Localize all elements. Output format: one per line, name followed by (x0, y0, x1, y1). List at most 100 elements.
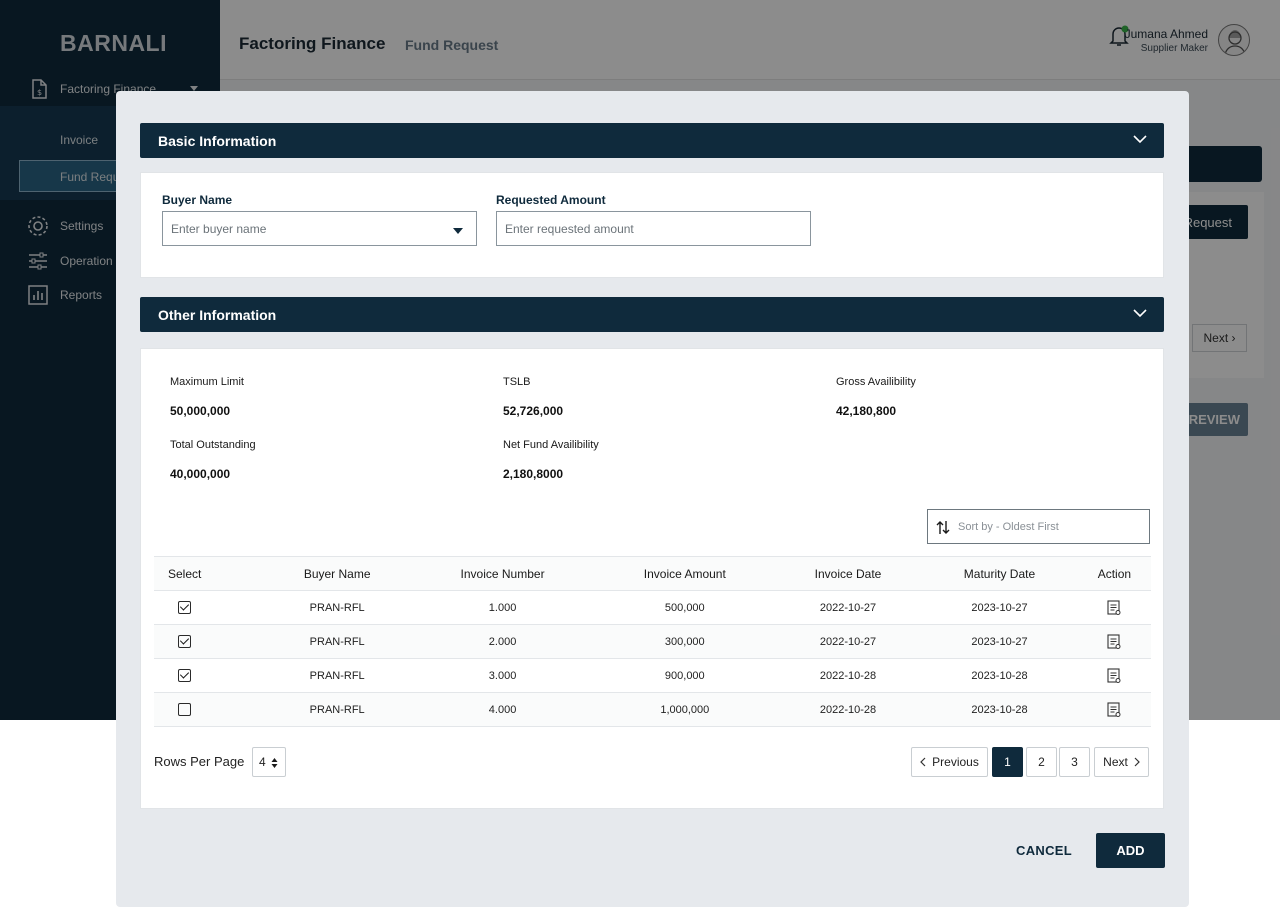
next-label: Next (1203, 331, 1229, 345)
chevron-down-icon (190, 86, 198, 91)
requested-amount-input[interactable]: Enter requested amount (496, 211, 811, 246)
tslb-label: TSLB (503, 376, 531, 388)
background-next-button[interactable]: Next › (1192, 324, 1247, 352)
buyer-name-select[interactable]: Enter buyer name (162, 211, 477, 246)
other-information-header[interactable]: Other Information (140, 297, 1164, 332)
sidebar-item-reports[interactable]: Reports (26, 283, 102, 307)
fund-request-modal: Basic Information Buyer Name Enter buyer… (116, 91, 1189, 907)
column-header-invoice-number: Invoice Number (410, 556, 595, 591)
row-checkbox[interactable] (178, 635, 191, 648)
row-checkbox[interactable] (178, 601, 191, 614)
rows-per-page-value: 4 (259, 755, 266, 769)
table-row: PRAN-RFL 1.000 500,000 2022-10-27 2023-1… (154, 590, 1151, 625)
buyer-name-label: Buyer Name (162, 193, 233, 207)
basic-information-header[interactable]: Basic Information (140, 123, 1164, 158)
rows-per-page-label: Rows Per Page (154, 754, 245, 769)
requested-amount-placeholder: Enter requested amount (505, 221, 634, 236)
bell-icon[interactable] (1108, 24, 1130, 48)
user-avatar-icon (1224, 30, 1246, 55)
buyer-cell: PRAN-RFL (264, 590, 411, 625)
view-document-icon[interactable] (1107, 667, 1121, 684)
background-header-bar (1188, 146, 1262, 182)
maturity-date-cell: 2023-10-28 (921, 658, 1078, 693)
sidebar-item-settings[interactable]: Settings (26, 214, 103, 238)
column-header-maturity-date: Maturity Date (921, 556, 1078, 591)
gear-icon (28, 216, 48, 236)
column-header-invoice-amount: Invoice Amount (594, 556, 775, 591)
buyer-cell: PRAN-RFL (264, 624, 411, 659)
chart-icon (28, 285, 48, 305)
pagination-page-3[interactable]: 3 (1059, 747, 1090, 777)
buyer-name-placeholder: Enter buyer name (171, 221, 267, 236)
pagination-page-1[interactable]: 1 (992, 747, 1023, 777)
total-outstanding-value: 40,000,000 (170, 467, 231, 481)
invoice-date-cell: 2022-10-27 (774, 590, 922, 625)
user-name: Jumana Ahmed (1124, 27, 1208, 41)
gross-availability-value: 42,180,800 (836, 404, 897, 418)
sidebar-item-invoice[interactable]: Invoice (60, 133, 99, 147)
top-bar: Factoring Finance Fund Request Jumana Ah… (220, 0, 1280, 80)
sort-select[interactable]: Sort by - Oldest First (927, 509, 1150, 544)
invoice-number-cell: 1.000 (410, 590, 595, 625)
invoice-date-cell: 2022-10-27 (774, 624, 922, 659)
up-down-arrow-icon (271, 758, 278, 768)
column-header-action: Action (1077, 556, 1151, 591)
view-document-icon[interactable] (1107, 633, 1121, 650)
page-title: Factoring Finance (239, 34, 386, 53)
sort-placeholder: Sort by - Oldest First (958, 520, 1059, 533)
maximum-limit-value: 50,000,000 (170, 404, 231, 418)
total-outstanding-label: Total Outstanding (170, 439, 256, 451)
invoice-amount-cell: 1,000,000 (594, 692, 775, 727)
net-fund-availability-value: 2,180,8000 (503, 467, 564, 481)
document-dollar-icon: $ (32, 79, 47, 99)
previous-label: Previous (932, 755, 979, 769)
table-row: PRAN-RFL 4.000 1,000,000 2022-10-28 2023… (154, 692, 1151, 727)
cancel-button[interactable]: CANCEL (1016, 843, 1072, 858)
table-row: PRAN-RFL 2.000 300,000 2022-10-27 2023-1… (154, 624, 1151, 659)
column-header-select: Select (154, 556, 264, 591)
chevron-down-icon (1133, 135, 1147, 144)
add-button[interactable]: ADD (1096, 833, 1165, 868)
page-subtitle: Fund Request (405, 37, 499, 53)
invoice-number-cell: 3.000 (410, 658, 595, 693)
sliders-icon (29, 252, 47, 270)
sidebar-item-label: Settings (60, 219, 104, 233)
invoice-number-cell: 4.000 (410, 692, 595, 727)
dropdown-arrow-icon (453, 228, 463, 234)
maturity-date-cell: 2023-10-28 (921, 692, 1078, 727)
chevron-right-icon (1134, 757, 1140, 767)
invoice-date-cell: 2022-10-28 (774, 658, 922, 693)
section-title: Other Information (158, 306, 277, 323)
rows-per-page-select[interactable]: 4 (252, 747, 286, 777)
maximum-limit-label: Maximum Limit (170, 376, 244, 388)
view-document-icon[interactable] (1107, 701, 1121, 718)
column-header-invoice-date: Invoice Date (774, 556, 922, 591)
tslb-value: 52,726,000 (503, 404, 564, 418)
sidebar-item-label: Operation (60, 254, 113, 268)
column-header-buyer-name: Buyer Name (264, 556, 411, 591)
maturity-date-cell: 2023-10-27 (921, 624, 1078, 659)
invoice-amount-cell: 300,000 (594, 624, 775, 659)
chevron-down-icon (1133, 309, 1147, 318)
sort-icon (936, 521, 950, 534)
row-checkbox[interactable] (178, 669, 191, 682)
pagination-page-2[interactable]: 2 (1026, 747, 1057, 777)
buyer-cell: PRAN-RFL (264, 692, 411, 727)
requested-amount-label: Requested Amount (496, 193, 606, 207)
basic-information-panel: Buyer Name Enter buyer name Requested Am… (140, 172, 1164, 278)
invoice-number-cell: 2.000 (410, 624, 595, 659)
maturity-date-cell: 2023-10-27 (921, 590, 1078, 625)
row-checkbox[interactable] (178, 703, 191, 716)
buyer-cell: PRAN-RFL (264, 658, 411, 693)
pagination-next-button[interactable]: Next (1094, 747, 1149, 777)
view-document-icon[interactable] (1107, 599, 1121, 616)
pagination-previous-button[interactable]: Previous (911, 747, 988, 777)
section-title: Basic Information (158, 132, 277, 149)
sidebar-item-operation[interactable]: Operation (26, 249, 113, 273)
other-information-panel: Maximum Limit 50,000,000 TSLB 52,726,000… (140, 348, 1164, 809)
next-label: Next (1103, 755, 1128, 769)
invoice-amount-cell: 500,000 (594, 590, 775, 625)
avatar[interactable] (1218, 24, 1250, 56)
user-role: Supplier Maker (1140, 43, 1208, 54)
